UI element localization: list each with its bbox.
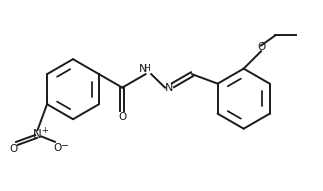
Text: O: O	[257, 42, 266, 52]
Text: O: O	[118, 112, 126, 122]
Text: N: N	[139, 64, 147, 74]
Text: H: H	[143, 64, 150, 73]
Text: +: +	[41, 126, 48, 135]
Text: −: −	[61, 141, 69, 151]
Text: N: N	[33, 128, 42, 141]
Text: O: O	[10, 144, 18, 154]
Text: O: O	[53, 143, 62, 153]
Text: N: N	[165, 83, 173, 93]
